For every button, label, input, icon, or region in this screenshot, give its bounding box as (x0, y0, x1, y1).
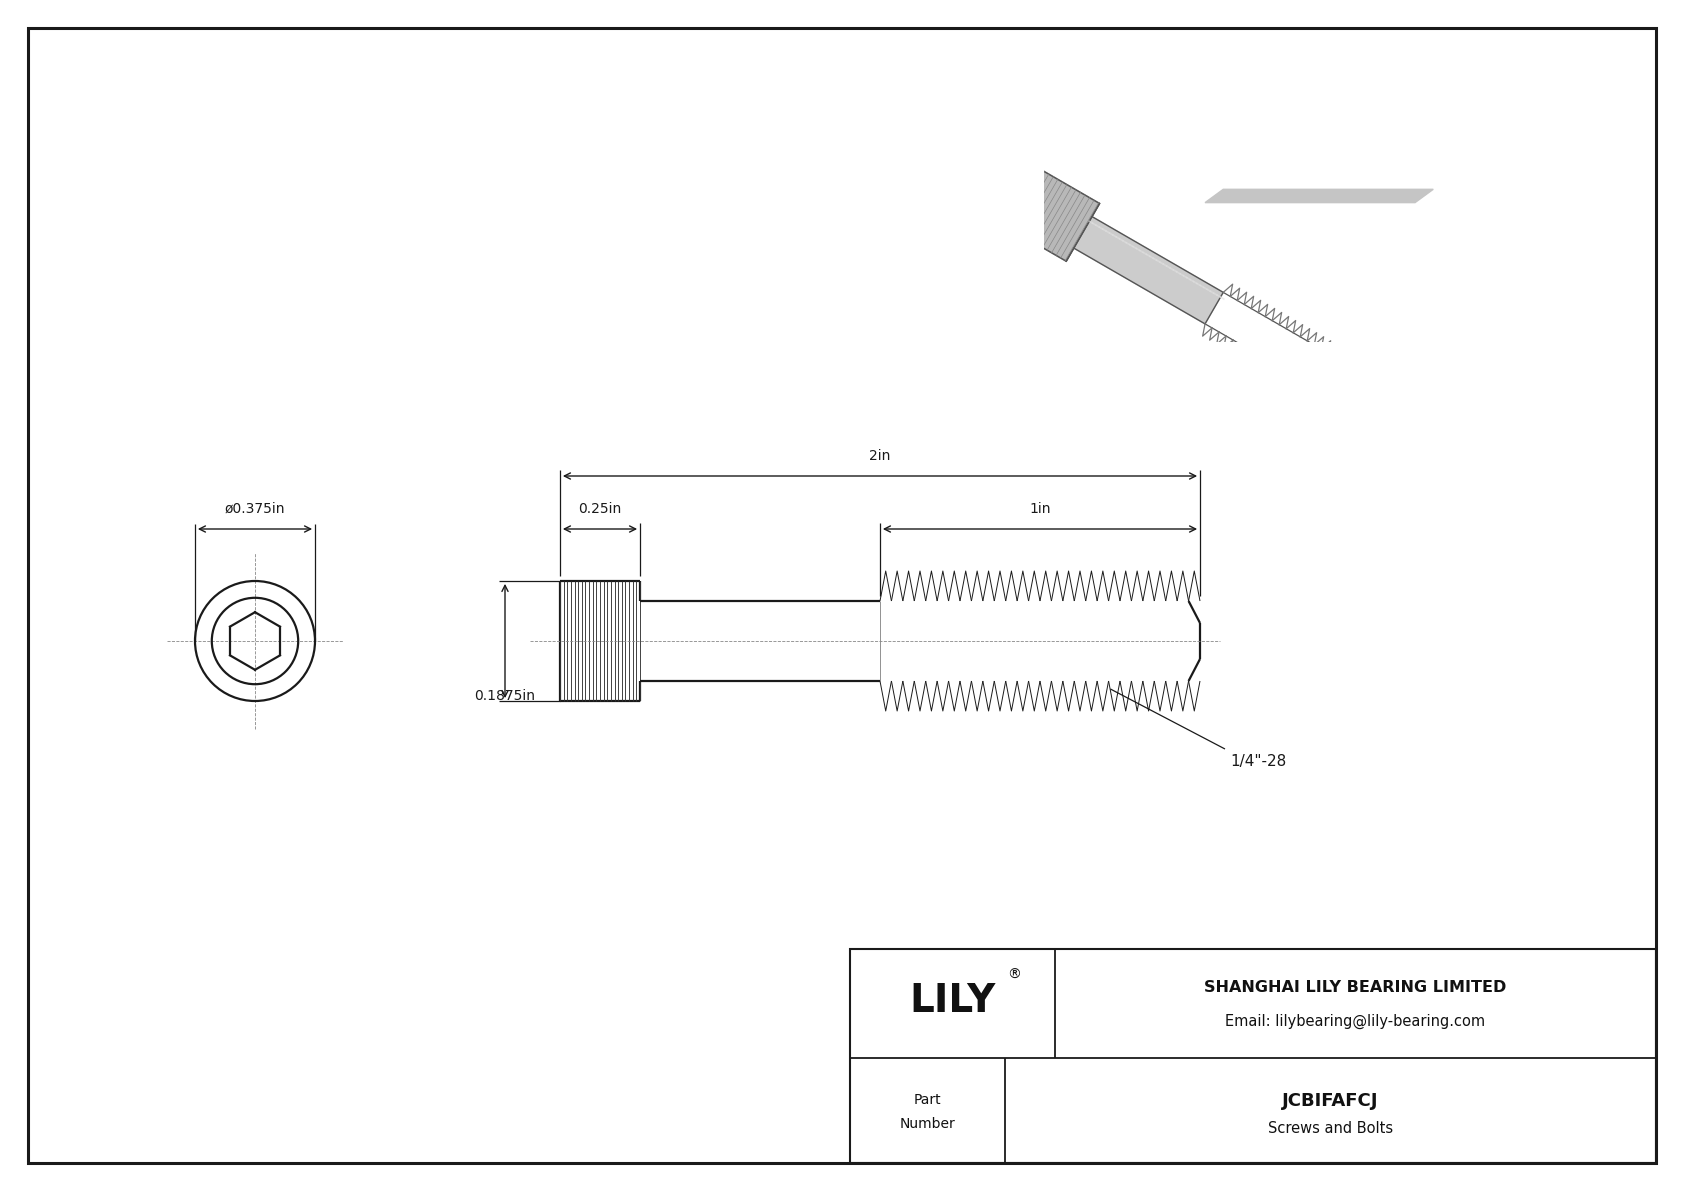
Text: 1/4"-28: 1/4"-28 (1229, 754, 1287, 769)
Text: 2in: 2in (869, 449, 891, 463)
Text: JCBIFAFCJ: JCBIFAFCJ (1282, 1091, 1379, 1110)
Text: 0.25in: 0.25in (578, 501, 621, 516)
Text: LILY: LILY (909, 981, 995, 1019)
Text: ø0.375in: ø0.375in (224, 501, 285, 516)
Bar (850, 949, 1655, 1162)
Text: SHANGHAI LILY BEARING LIMITED: SHANGHAI LILY BEARING LIMITED (1204, 980, 1507, 994)
Text: Part: Part (914, 1093, 941, 1108)
Text: Screws and Bolts: Screws and Bolts (1268, 1121, 1393, 1136)
Text: 0.1875in: 0.1875in (475, 690, 536, 703)
Text: Email: lilybearing@lily-bearing.com: Email: lilybearing@lily-bearing.com (1226, 1014, 1485, 1029)
Text: ®: ® (1007, 967, 1022, 981)
Text: 1in: 1in (1029, 501, 1051, 516)
Text: Number: Number (899, 1117, 955, 1131)
